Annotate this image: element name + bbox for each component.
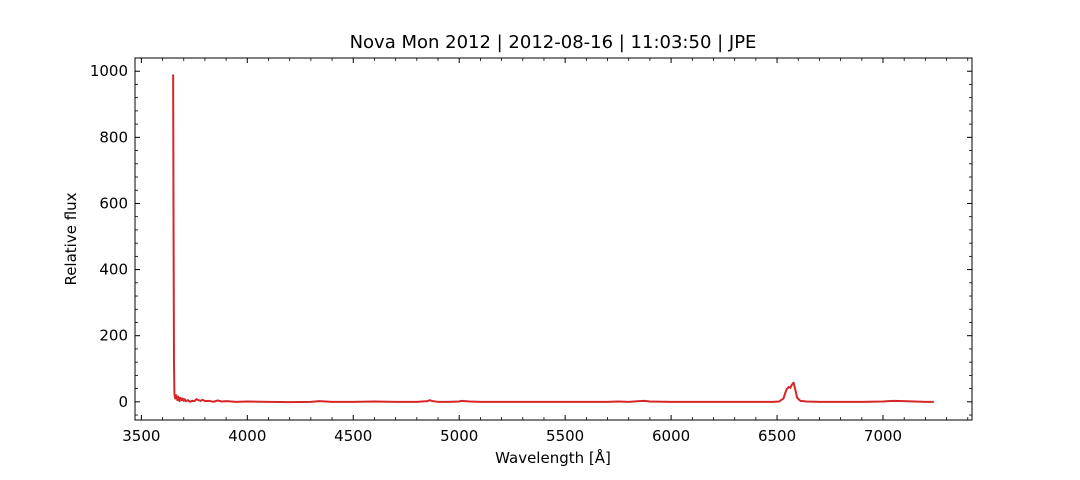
- x-tick-label: 7000: [864, 427, 902, 445]
- y-tick-label: 800: [99, 128, 128, 146]
- x-tick-label: 6500: [758, 427, 796, 445]
- x-tick-label: 6000: [652, 427, 690, 445]
- plot-frame: [134, 57, 973, 421]
- y-axis: 0 200 400 600 800 1000: [90, 62, 972, 416]
- y-tick-label: 400: [99, 261, 128, 279]
- plot-area: [172, 74, 934, 404]
- y-tick-label: 200: [99, 327, 128, 345]
- x-axis: 3500 4000 4500 5000 5500 6000 6500 7000: [122, 58, 969, 445]
- y-tick-label: 0: [118, 393, 128, 411]
- x-tick-label: 4500: [334, 427, 372, 445]
- y-tick-label: 600: [99, 194, 128, 212]
- x-tick-label: 5000: [440, 427, 478, 445]
- x-tick-label: 3500: [122, 427, 160, 445]
- chart-title: Nova Mon 2012 | 2012-08-16 | 11:03:50 | …: [350, 32, 757, 53]
- y-tick-label: 1000: [90, 62, 128, 80]
- x-axis-label: Wavelength [Å]: [495, 448, 611, 467]
- y-axis-label: Relative flux: [62, 192, 80, 285]
- x-tick-label: 5500: [546, 427, 584, 445]
- x-tick-label: 4000: [228, 427, 266, 445]
- spectrum-line: [172, 74, 934, 404]
